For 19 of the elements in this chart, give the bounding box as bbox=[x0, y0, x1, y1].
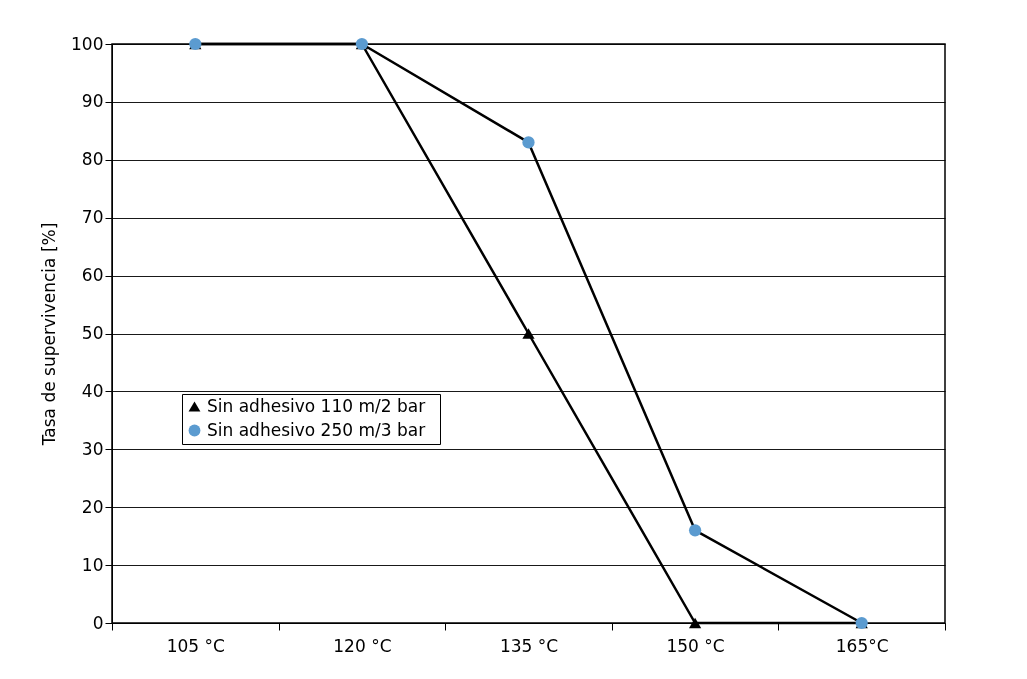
x-tick-label: 105 °C bbox=[166, 635, 225, 656]
y-tick-label: 20 bbox=[81, 496, 104, 517]
y-tick-label: 80 bbox=[81, 149, 104, 170]
legend-label: Sin adhesivo 110 m/2 bar bbox=[207, 395, 426, 416]
y-tick-label: 40 bbox=[81, 380, 104, 401]
x-tick-label: 120 °C bbox=[333, 635, 392, 656]
y-axis-title: Tasa de supervivencia [%] bbox=[39, 222, 60, 447]
y-tick-label: 90 bbox=[81, 91, 104, 112]
x-tick-label: 135 °C bbox=[499, 635, 559, 656]
y-tick-label: 50 bbox=[81, 323, 104, 343]
y-tick-label: 30 bbox=[81, 438, 104, 459]
y-tick-label: 10 bbox=[81, 554, 104, 575]
x-tick-label: 150 °C bbox=[666, 635, 725, 656]
y-tick-label: 60 bbox=[81, 265, 104, 286]
x-tick-label: 165°C bbox=[835, 635, 889, 656]
legend-label: Sin adhesivo 250 m/3 bar bbox=[207, 419, 426, 440]
y-tick-label: 0 bbox=[92, 612, 104, 633]
y-tick-label: 100 bbox=[71, 33, 104, 54]
y-tick-label: 70 bbox=[81, 207, 104, 228]
